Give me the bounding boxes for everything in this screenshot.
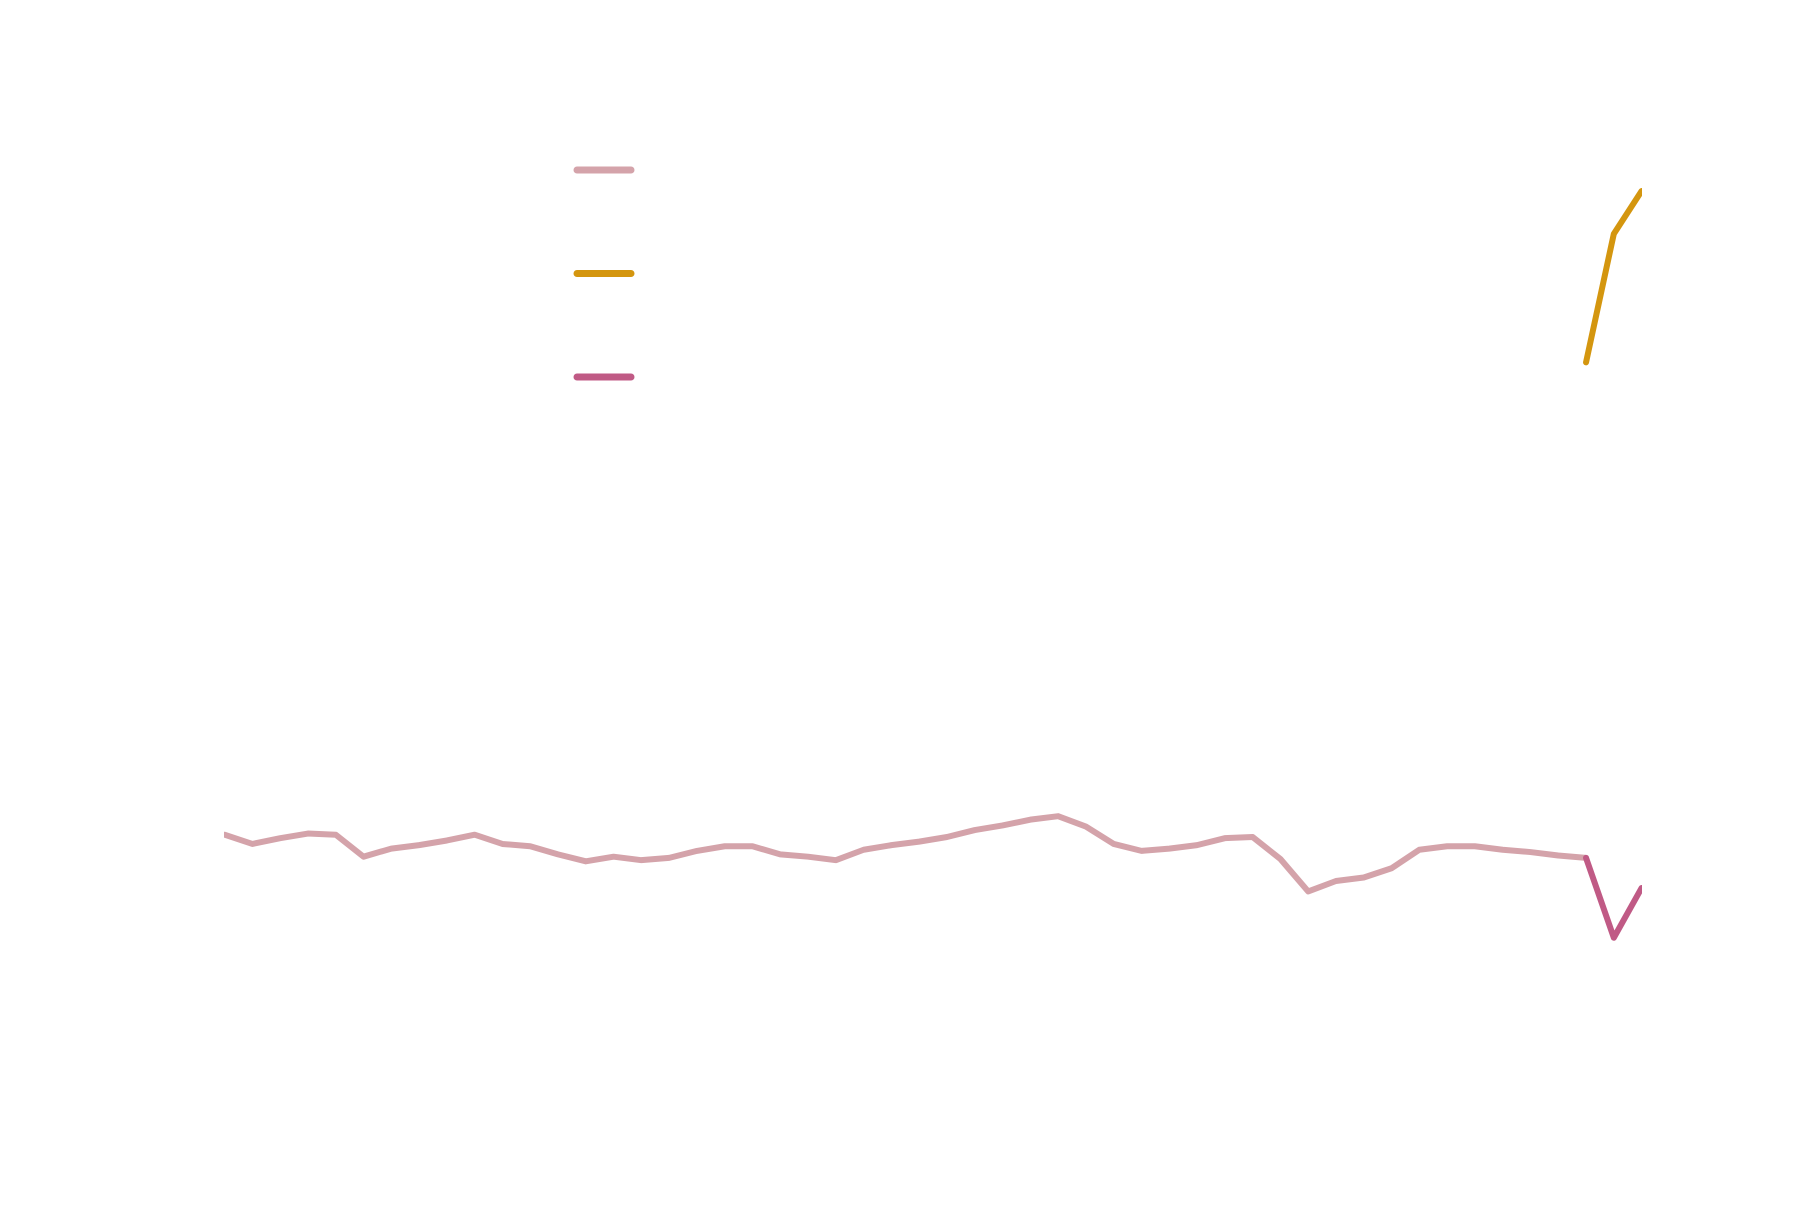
data-line bbox=[224, 813, 1590, 895]
plot-area bbox=[224, 188, 1642, 941]
legend bbox=[573, 166, 635, 381]
data-line bbox=[1583, 854, 1642, 941]
data-line bbox=[1583, 188, 1642, 366]
